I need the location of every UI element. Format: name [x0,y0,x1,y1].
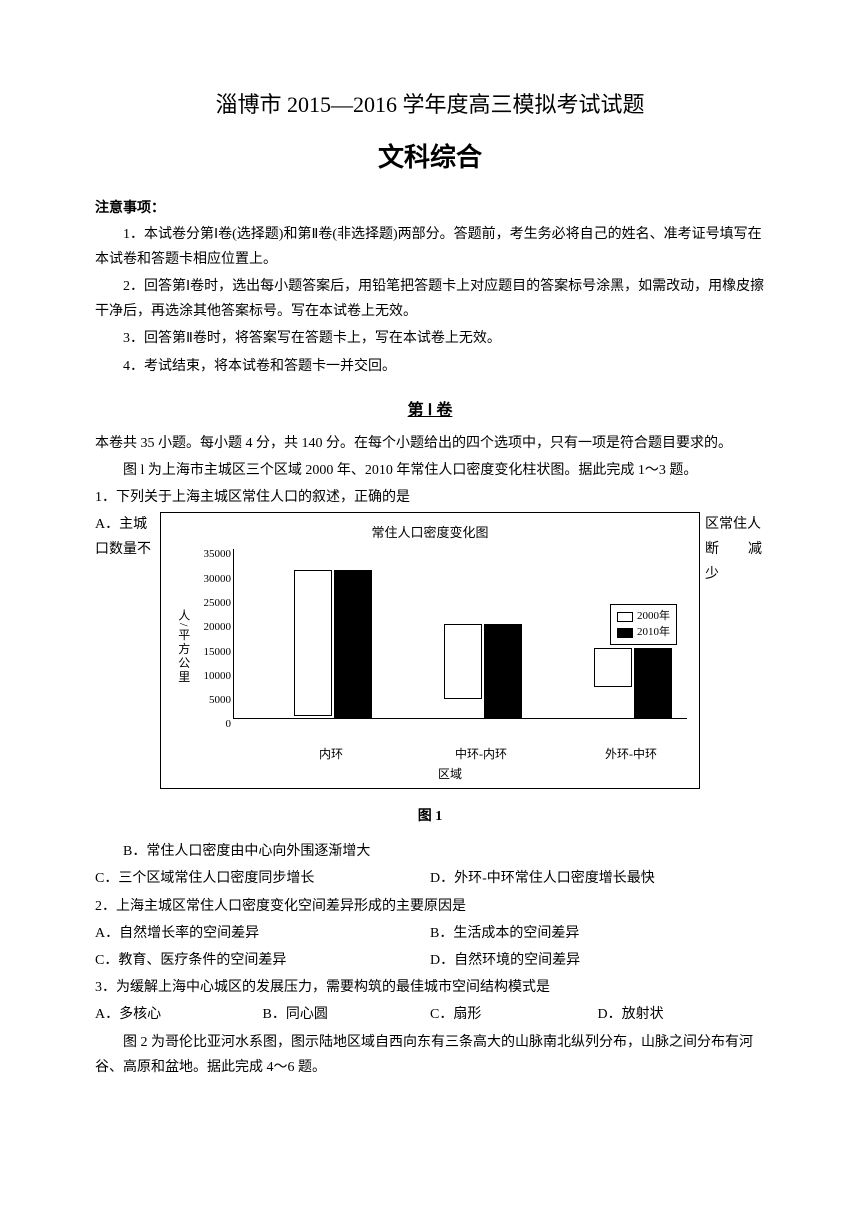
question-context: 图 l 为上海市主城区三个区域 2000 年、2010 年常住人口密度变化柱状图… [95,458,765,483]
q1-optA-left1: A．主城 [95,512,155,537]
y-axis: 05000100001500020000250003000035000 [193,549,233,719]
q1-option-a-wrap: A．主城 口数量不 常住人口密度变化图 人/平方公里 0500010000150… [95,512,765,789]
q2-optA: A．自然增长率的空间差异 [95,921,430,946]
chart-title: 常住人口密度变化图 [173,521,687,544]
q2-stem: 2．上海主城区常住人口密度变化空间差异形成的主要原因是 [95,894,765,919]
q2-optB: B．生活成本的空间差异 [430,921,765,946]
chart-legend: 2000年 2010年 [610,604,677,645]
notice-header: 注意事项： [95,196,765,221]
page-subtitle: 文科综合 [95,135,765,182]
notice-item: 4．考试结束，将本试卷和答题卡一并交回。 [95,354,765,379]
q1-stem: 1．下列关于上海主城区常住人口的叙述，正确的是 [95,485,765,510]
q1-optA-right2: 断 减 少 [705,537,765,587]
density-chart: 常住人口密度变化图 人/平方公里 05000100001500020000250… [160,512,700,789]
q1-optB: B．常住人口密度由中心向外围逐渐增大 [95,839,765,864]
figure-caption: 图 1 [95,804,765,829]
q2-optC: C．教育、医疗条件的空间差异 [95,948,430,973]
page-title: 淄博市 2015—2016 学年度高三模拟考试试题 [95,85,765,125]
legend-item-2000: 2000年 [617,609,670,624]
notice-item: 3．回答第Ⅱ卷时，将答案写在答题卡上，写在本试卷上无效。 [95,326,765,351]
y-axis-label: 人/平方公里 [173,549,193,744]
q3-optA: A．多核心 [95,1002,263,1027]
q3-stem: 3．为缓解上海中心城区的发展压力，需要构筑的最佳城市空间结构模式是 [95,975,765,1000]
section-intro: 本卷共 35 小题。每小题 4 分，共 140 分。在每个小题给出的四个选项中，… [95,431,765,456]
q1-optC: C．三个区域常住人口密度同步增长 [95,866,430,891]
q2-optD: D．自然环境的空间差异 [430,948,765,973]
q3-optB: B．同心圆 [263,1002,431,1027]
notice-item: 1．本试卷分第Ⅰ卷(选择题)和第Ⅱ卷(非选择题)两部分。答题前，考生务必将自己的… [95,222,765,272]
q1-optA-right1: 区常住人 [705,512,765,537]
q1-optD: D．外环-中环常住人口密度增长最快 [430,866,765,891]
x-axis-title: 区域 [213,764,687,786]
q3-optC: C．扇形 [430,1002,598,1027]
context-2: 图 2 为哥伦比亚河水系图，图示陆地区域自西向东有三条高大的山脉南北纵列分布，山… [95,1030,765,1080]
legend-item-2010: 2010年 [617,625,670,640]
notice-item: 2．回答第Ⅰ卷时，选出每小题答案后，用铅笔把答题卡上对应题目的答案标号涂黑，如需… [95,274,765,324]
chart-plot: 2000年 2010年 [233,549,687,719]
q1-optA-left2: 口数量不 [95,537,155,562]
x-axis-labels: 内环中环-内环外环-中环 [233,744,687,762]
section-header: 第 Ⅰ 卷 [95,397,765,426]
q3-optD: D．放射状 [598,1002,766,1027]
